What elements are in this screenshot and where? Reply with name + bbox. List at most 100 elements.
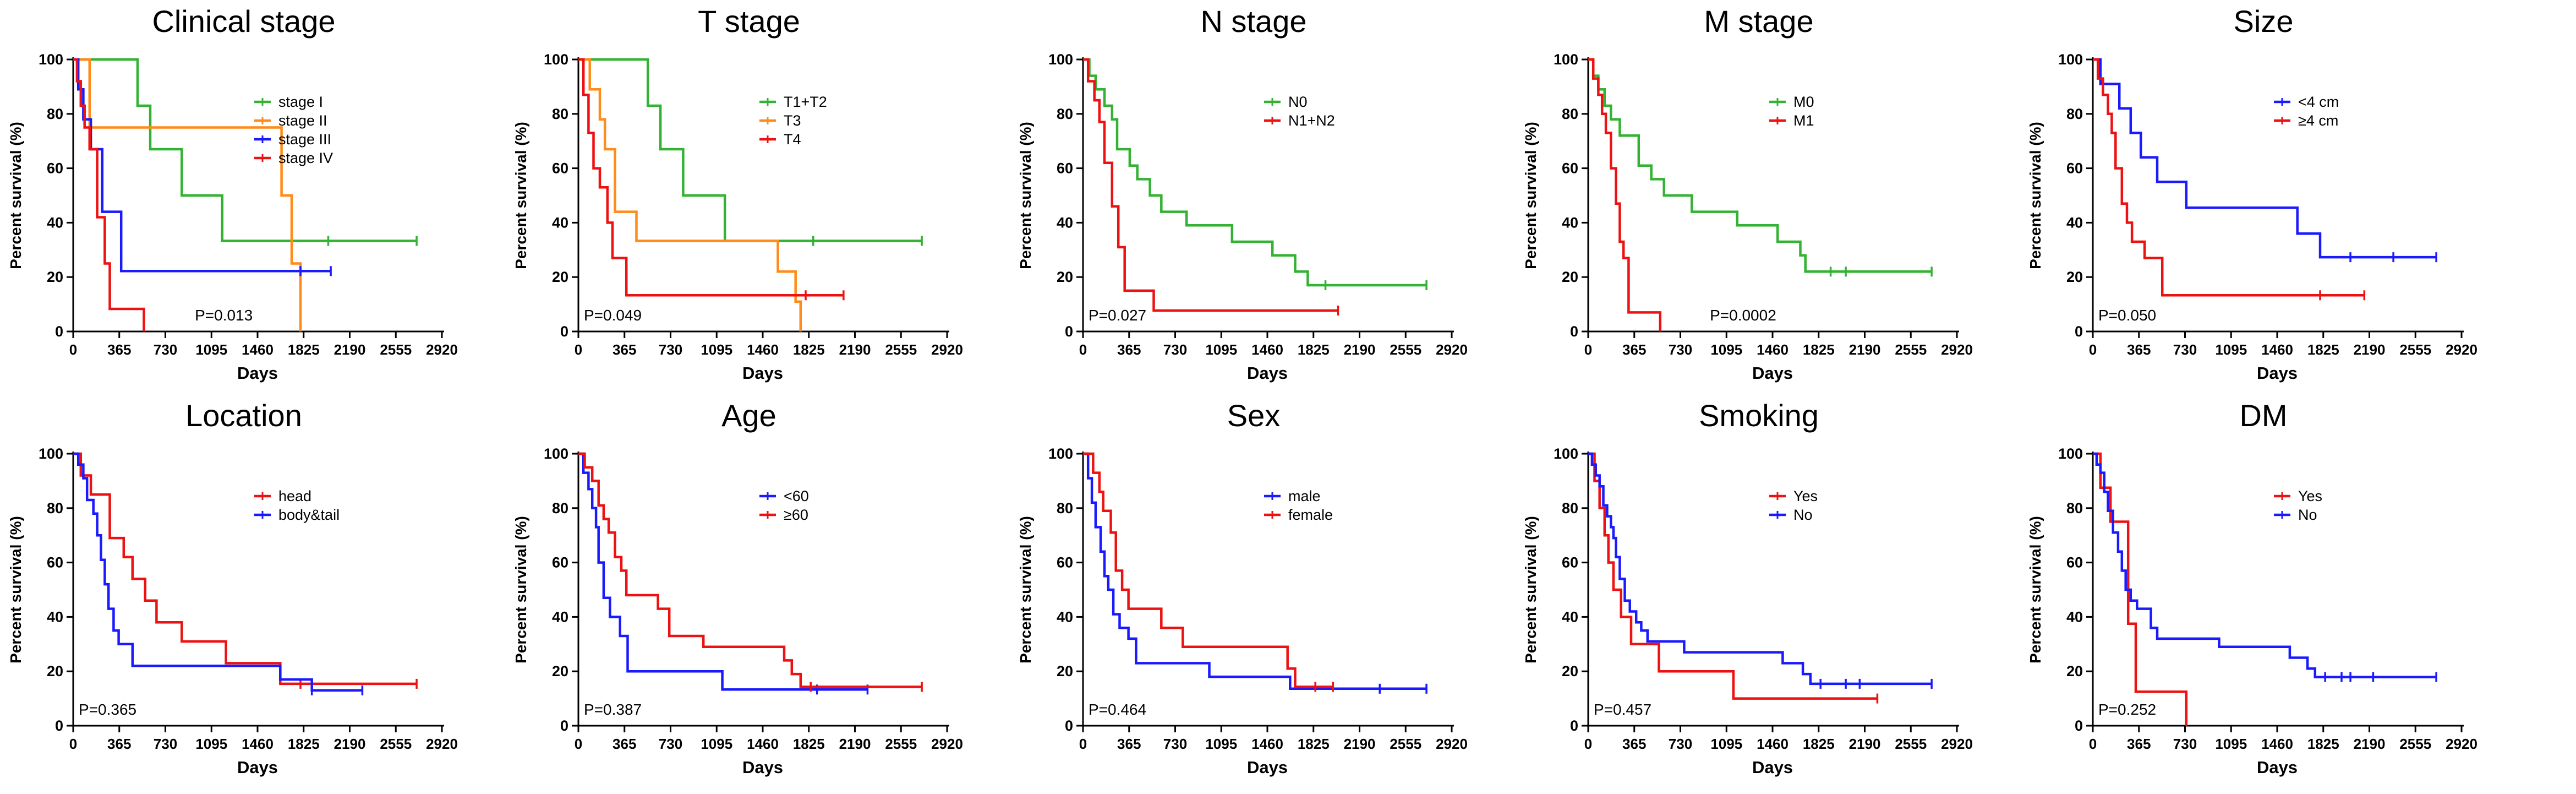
y-tick-label: 80 <box>1562 500 1578 516</box>
x-axis-label: Days <box>1247 758 1288 777</box>
x-tick-label: 365 <box>1117 736 1141 752</box>
km-panel-sex: Sex 0 20 40 60 80 100 0 365 730 1095 1460 1825 2190 25… <box>1017 398 1468 777</box>
p-value-label: P=0.013 <box>195 307 253 324</box>
x-tick-label: 2190 <box>334 341 366 358</box>
survival-curve <box>578 452 868 691</box>
panel-title: Size <box>2234 4 2294 39</box>
legend-item-4-cm: <4 cm <box>2274 94 2339 110</box>
y-tick-label: 100 <box>2058 445 2083 462</box>
y-tick-label: 80 <box>1562 106 1578 122</box>
x-tick-label: 1095 <box>1205 736 1237 752</box>
series-body-tail <box>73 452 364 695</box>
x-tick-label: 0 <box>1079 736 1087 752</box>
x-tick-label: 730 <box>659 341 682 358</box>
survival-curve <box>2093 58 2437 259</box>
km-panel-n-stage: N stage 0 20 40 60 80 100 0 365 730 1095 1460 1825 21… <box>1017 4 1468 383</box>
legend-item-no: No <box>2274 507 2317 523</box>
y-tick-label: 0 <box>560 717 568 734</box>
x-tick-label: 730 <box>154 341 177 358</box>
y-tick-label: 100 <box>1048 51 1073 68</box>
x-tick-label: 365 <box>2127 736 2151 752</box>
survival-curve <box>1588 58 1662 331</box>
y-tick-label: 80 <box>1057 500 1073 516</box>
legend-label: T3 <box>784 112 801 129</box>
survival-curve <box>1588 452 1932 686</box>
legend-item-stage-iii: stage III <box>254 131 331 148</box>
series-4-cm <box>2093 58 2437 263</box>
y-tick-label: 0 <box>560 323 568 340</box>
legend-item-m0: M0 <box>1769 94 1814 110</box>
panel-title: M stage <box>1704 4 1813 39</box>
legend-item-yes: Yes <box>2274 488 2322 504</box>
legend-label: <60 <box>784 488 809 504</box>
p-value-label: P=0.457 <box>1594 701 1651 718</box>
km-panel-location: Location 0 20 40 60 80 100 0 365 730 1095 1460 1825 2… <box>7 398 458 777</box>
x-tick-label: 1460 <box>1757 736 1789 752</box>
x-tick-label: 2920 <box>2446 736 2477 752</box>
y-tick-label: 60 <box>47 554 63 571</box>
km-panel-m-stage: M stage 0 20 40 60 80 100 0 365 730 1095 1460 1825 21… <box>1522 4 1973 383</box>
panel-title: Location <box>185 398 302 433</box>
x-tick-label: 1460 <box>242 736 274 752</box>
x-tick-label: 0 <box>1584 736 1592 752</box>
series-stage-iii <box>73 58 332 276</box>
survival-curve <box>73 452 417 686</box>
p-value-label: P=0.050 <box>2098 307 2156 324</box>
legend-item-stage-ii: stage II <box>254 112 327 129</box>
series-4-cm <box>2093 58 2366 301</box>
x-tick-label: 730 <box>659 736 682 752</box>
x-tick-label: 2190 <box>1849 341 1881 358</box>
km-panel-smoking: Smoking 0 20 40 60 80 100 0 365 730 1095 1460 1825 21… <box>1522 398 1973 777</box>
survival-curve <box>73 58 331 273</box>
survival-curve <box>73 58 145 331</box>
x-tick-label: 2190 <box>334 736 366 752</box>
survival-curve <box>73 58 302 331</box>
y-tick-label: 0 <box>1065 323 1073 340</box>
legend: head body&tail <box>254 488 340 523</box>
x-tick-label: 0 <box>1079 341 1087 358</box>
x-tick-label: 730 <box>1163 341 1187 358</box>
x-tick-label: 2555 <box>1390 341 1421 358</box>
legend-label: stage I <box>278 94 323 110</box>
series-t3 <box>578 58 802 331</box>
y-tick-label: 60 <box>2066 554 2083 571</box>
p-value-label: P=0.049 <box>584 307 642 324</box>
legend: stage I stage II stage III stage IV <box>254 94 333 166</box>
x-tick-label: 365 <box>1622 736 1646 752</box>
x-tick-label: 0 <box>69 341 77 358</box>
y-tick-label: 20 <box>552 663 568 679</box>
y-axis-label: Percent survival (%) <box>2027 516 2044 664</box>
legend-item-t1-t2: T1+T2 <box>759 94 827 110</box>
x-tick-label: 0 <box>575 341 582 358</box>
y-tick-label: 60 <box>1057 160 1073 177</box>
legend-item-stage-i: stage I <box>254 94 323 110</box>
x-tick-label: 2555 <box>885 736 917 752</box>
series-head <box>73 452 418 689</box>
x-tick-label: 1095 <box>195 736 227 752</box>
legend-item-t4: T4 <box>759 131 801 148</box>
x-tick-label: 730 <box>2173 736 2197 752</box>
x-axis-label: Days <box>1752 363 1793 383</box>
legend-label: Yes <box>1793 488 1818 504</box>
panel-title: N stage <box>1201 4 1307 39</box>
panel-title: DM <box>2239 398 2287 433</box>
survival-curve <box>578 58 922 242</box>
p-value-label: P=0.027 <box>1089 307 1146 324</box>
x-tick-label: 1825 <box>288 736 320 752</box>
y-axis-label: Percent survival (%) <box>7 516 24 664</box>
legend-item-60: ≥60 <box>759 507 808 523</box>
y-tick-label: 0 <box>1065 717 1073 734</box>
legend-label: T1+T2 <box>784 94 827 110</box>
survival-curve <box>2093 452 2437 678</box>
x-tick-label: 1825 <box>1803 341 1835 358</box>
series-t4 <box>578 58 845 301</box>
x-tick-label: 2190 <box>1344 341 1376 358</box>
y-tick-label: 80 <box>2066 106 2083 122</box>
y-tick-label: 80 <box>552 500 568 516</box>
x-tick-label: 365 <box>2127 341 2151 358</box>
legend-label: ≥60 <box>784 507 808 523</box>
y-tick-label: 100 <box>544 51 568 68</box>
x-tick-label: 2190 <box>1849 736 1881 752</box>
